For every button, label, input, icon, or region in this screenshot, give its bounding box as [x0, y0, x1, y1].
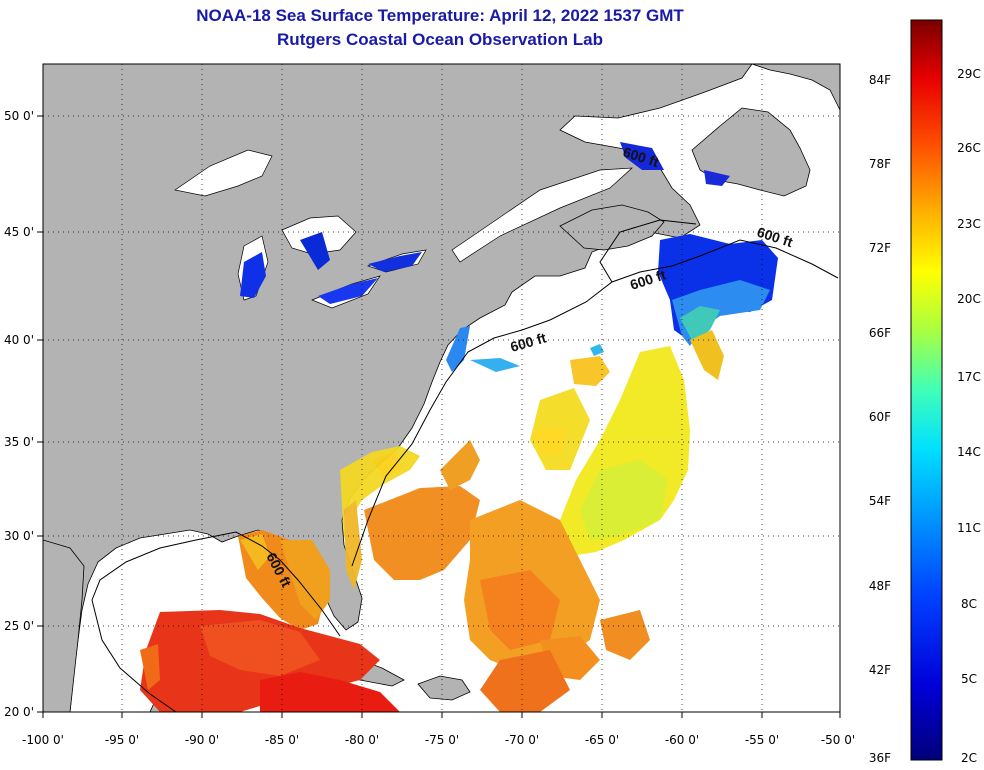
map-subtitle: Rutgers Coastal Ocean Observation Lab [277, 30, 603, 49]
lat-label: 35 0' [4, 435, 34, 449]
lon-label: -85 0' [265, 733, 299, 747]
colorbar-c-label: 26C [957, 141, 981, 155]
map-grid [43, 64, 840, 712]
colorbar-c-label: 2C [961, 751, 977, 765]
colorbar-c-label: 5C [961, 672, 977, 686]
colorbar-c-label: 23C [957, 217, 981, 231]
map-title: NOAA-18 Sea Surface Temperature: April 1… [196, 6, 684, 25]
lon-label: -100 0' [22, 733, 64, 747]
lon-label: -90 0' [185, 733, 219, 747]
gulf-sst [140, 530, 400, 712]
lon-label: -75 0' [425, 733, 459, 747]
colorbar-f-label: 42F [869, 663, 891, 677]
colorbar-f-label: 72F [869, 241, 891, 255]
colorbar-c-label: 29C [957, 67, 981, 81]
colorbar-f-label: 36F [869, 751, 891, 765]
lat-label: 25 0' [4, 619, 34, 633]
colorbar-c-label: 14C [957, 445, 981, 459]
isobath-600ft-gulf-south [91, 599, 177, 712]
map-panel [43, 64, 840, 712]
lon-label: -65 0' [585, 733, 619, 747]
lon-label: -60 0' [665, 733, 699, 747]
colorbar-celsius-labels: 29C 26C 23C 20C 17C 14C 11C 8C 5C 2C [957, 67, 981, 765]
lat-tick-marks [37, 115, 43, 713]
isobath-600ft [91, 219, 839, 637]
lon-labels: -100 0' -95 0' -90 0' -85 0' -80 0' -75 … [22, 733, 855, 747]
colorbar-c-label: 11C [957, 521, 981, 535]
hispaniola-land [417, 675, 471, 701]
lon-label: -50 0' [821, 733, 855, 747]
lon-label: -55 0' [745, 733, 779, 747]
colorbar [910, 19, 943, 761]
colorbar-c-label: 20C [957, 292, 981, 306]
labrador-land [751, 64, 840, 111]
lat-label: 45 0' [4, 225, 34, 239]
lake-sst [240, 142, 730, 304]
lat-label: 30 0' [4, 529, 34, 543]
lat-labels: 50 0' 45 0' 40 0' 35 0' 30 0' 25 0' 20 0… [4, 109, 34, 719]
colorbar-f-label: 84F [869, 73, 891, 87]
maritimes-land [559, 204, 665, 251]
colorbar-f-label: 54F [869, 494, 891, 508]
lon-tick-marks [42, 712, 841, 718]
colorbar-f-label: 60F [869, 410, 891, 424]
colorbar-c-label: 8C [961, 597, 977, 611]
colorbar-c-label: 17C [957, 370, 981, 384]
lat-label: 40 0' [4, 333, 34, 347]
lat-label: 20 0' [4, 705, 34, 719]
lon-label: -70 0' [505, 733, 539, 747]
lat-label: 50 0' [4, 109, 34, 123]
lon-label: -80 0' [345, 733, 379, 747]
colorbar-f-label: 78F [869, 157, 891, 171]
colorbar-fahrenheit-labels: 84F 78F 72F 66F 60F 54F 48F 42F 36F [869, 73, 891, 765]
colorbar-f-label: 66F [869, 326, 891, 340]
lon-label: -95 0' [105, 733, 139, 747]
offshore-sst [340, 346, 690, 712]
colorbar-f-label: 48F [869, 579, 891, 593]
